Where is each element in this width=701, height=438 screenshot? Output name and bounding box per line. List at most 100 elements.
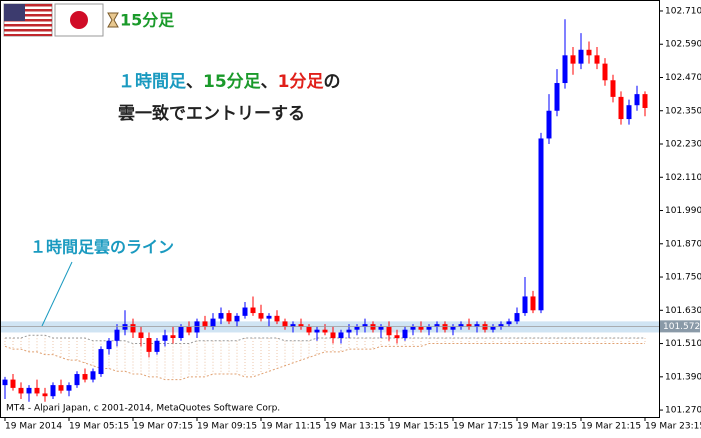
candle-body (186, 326, 192, 333)
candle-body (466, 324, 472, 327)
annotation-part: 、 (186, 72, 203, 92)
candle-body (578, 49, 584, 64)
candle-body (514, 313, 520, 322)
candle-body (258, 313, 264, 319)
y-tick-label: 101.990 (665, 206, 701, 216)
hourly-cloud-band (1, 321, 659, 333)
candle-body (402, 329, 408, 339)
y-tick-label: 102.350 (665, 106, 701, 116)
candle-body (58, 385, 64, 391)
candle-body (18, 387, 24, 394)
x-tick-label: 19 Mar 2014 (5, 422, 62, 432)
candle-body (394, 335, 400, 339)
candle-body (426, 326, 432, 330)
x-tick-label: 19 Mar 13:15 (325, 422, 385, 432)
candle-body (202, 321, 208, 327)
candle-body (306, 326, 312, 333)
x-tick-label: 19 Mar 23:15 (645, 422, 701, 432)
candle-body (410, 326, 416, 330)
candle-body (474, 324, 480, 327)
candle-body (362, 324, 368, 327)
candle-body (26, 387, 32, 394)
candle-body (434, 324, 440, 327)
candle-body (642, 94, 648, 108)
annotation-line1: １時間足、15分足、1分足の (118, 71, 341, 92)
candle-body (594, 55, 600, 64)
candle-body (346, 329, 352, 333)
x-tick-label: 19 Mar 21:15 (581, 422, 641, 432)
candle-body (226, 313, 232, 322)
candle-body (50, 385, 56, 397)
y-tick-label: 102.590 (665, 40, 701, 50)
candle-body (194, 321, 200, 333)
candle-body (282, 321, 288, 327)
candle-body (546, 110, 552, 139)
annotation-cloud-line: １時間足雲のライン (30, 238, 174, 257)
timeframe-label: 15分足 (120, 11, 175, 30)
y-tick-label: 101.630 (665, 306, 701, 316)
candle-body (634, 94, 640, 106)
candle-body (290, 324, 296, 327)
annotation-arrow (41, 261, 73, 327)
x-tick-label: 19 Mar 17:15 (453, 422, 513, 432)
annotation-part: の (324, 72, 341, 92)
candle-body (82, 374, 88, 380)
candle-body (266, 315, 272, 319)
candle-body (354, 326, 360, 330)
annotation-part: 、 (261, 72, 278, 92)
candle-body (10, 379, 16, 388)
annotation-line2: 雲一致でエントリーする (118, 103, 305, 124)
candle-body (122, 324, 128, 330)
candle-body (538, 138, 544, 311)
x-tick-label: 19 Mar 11:15 (261, 422, 321, 432)
candle-body (98, 349, 104, 375)
candle-body (162, 335, 168, 341)
x-tick-label: 19 Mar 05:15 (69, 422, 129, 432)
candle-body (170, 335, 176, 339)
candle-body (450, 326, 456, 330)
candle-body (178, 326, 184, 339)
x-tick-label: 19 Mar 19:15 (517, 422, 577, 432)
candle-body (66, 385, 72, 391)
candle-body (458, 324, 464, 327)
annotation-part: １時間足 (118, 71, 186, 92)
candle-body (210, 318, 216, 327)
y-tick-label: 102.470 (665, 73, 701, 83)
candle-body (298, 324, 304, 327)
y-tick-label: 102.230 (665, 140, 701, 150)
candle-body (618, 96, 624, 120)
candle-body (218, 313, 224, 319)
cloud-line (4, 343, 645, 381)
candle-body (498, 324, 504, 327)
candle-body (2, 379, 8, 386)
candle-body (138, 332, 144, 339)
candle-body (114, 329, 120, 341)
candle-body (490, 326, 496, 330)
candle-body (154, 340, 160, 352)
candle-body (442, 324, 448, 330)
candle-body (242, 307, 248, 316)
y-tick-label: 101.870 (665, 239, 701, 249)
current-price-box (660, 320, 700, 333)
candle-body (378, 326, 384, 330)
candle-body (146, 338, 152, 352)
footer: MT4 - Alpari Japan, c 2001-2014, MetaQuo… (6, 404, 280, 414)
plot-layer (1, 19, 659, 402)
x-tick-label: 19 Mar 15:15 (389, 422, 449, 432)
candle-body (314, 329, 320, 333)
candle-body (250, 307, 256, 314)
candle-body (386, 326, 392, 336)
hourglass-icon (107, 12, 119, 28)
candle-body (106, 340, 112, 350)
x-tick-label: 19 Mar 07:15 (133, 422, 193, 432)
y-tick-label: 101.270 (665, 406, 701, 416)
candle-body (482, 324, 488, 330)
candle-body (522, 296, 528, 314)
candle-body (506, 321, 512, 325)
candle-body (234, 315, 240, 322)
candle-body (42, 393, 48, 397)
y-tick-label: 102.710 (665, 6, 701, 16)
candle-body (554, 83, 560, 111)
candle-body (74, 374, 80, 386)
